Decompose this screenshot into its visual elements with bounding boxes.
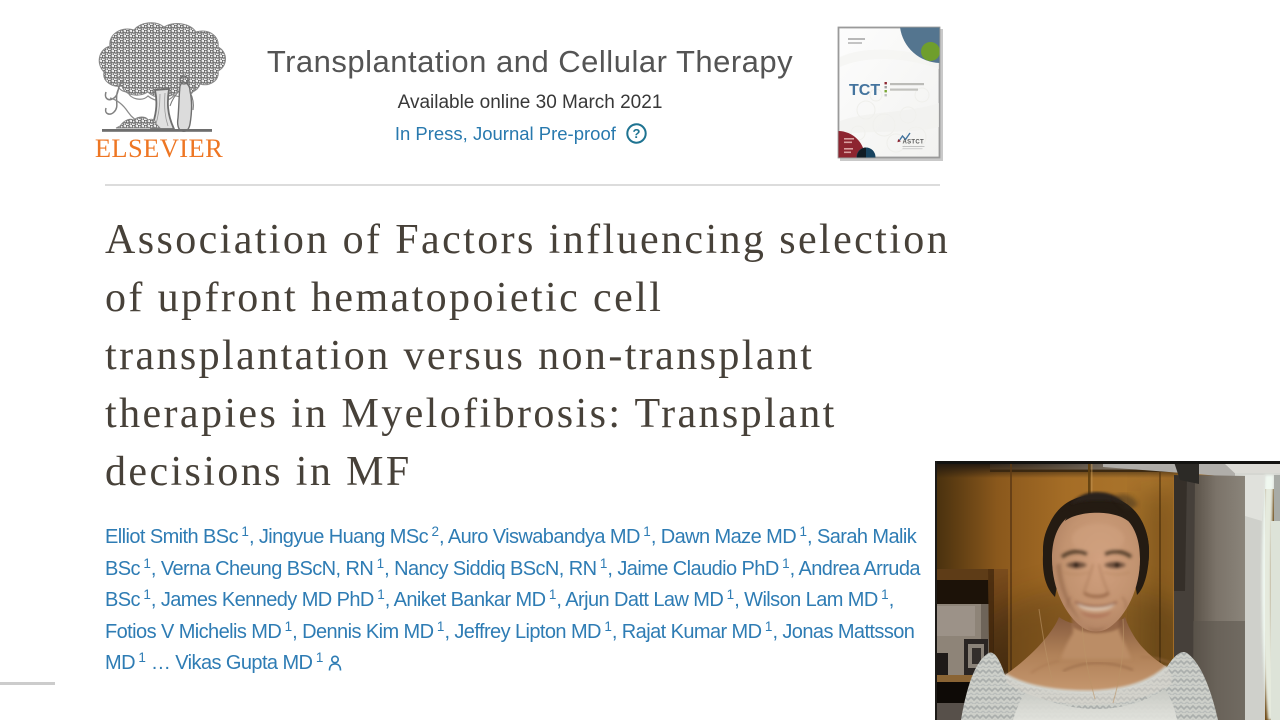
svg-text:?: ? [633, 126, 641, 141]
svg-text:TCT: TCT [849, 82, 880, 99]
svg-text:ELSEVIER: ELSEVIER [95, 133, 223, 163]
svg-text:ASTCT: ASTCT [903, 140, 925, 146]
